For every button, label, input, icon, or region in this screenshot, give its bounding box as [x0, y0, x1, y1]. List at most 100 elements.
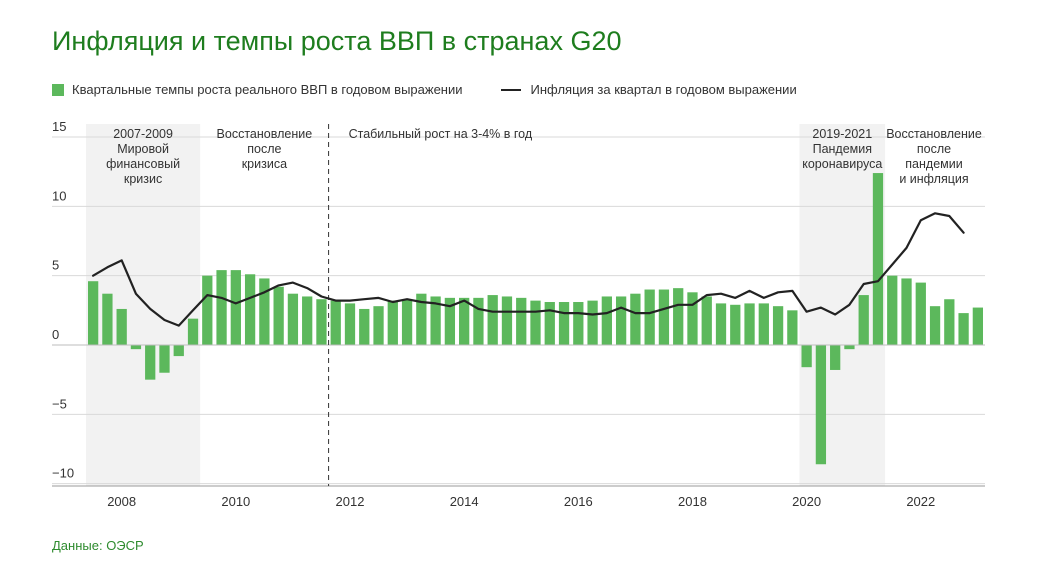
gdp-bar: [858, 295, 869, 345]
source-note: Данные: ОЭСР: [52, 538, 144, 553]
x-tick-label: 2010: [221, 494, 250, 509]
legend-inflation-label: Инфляция за квартал в годовом выражении: [530, 82, 797, 97]
gdp-bar: [430, 296, 441, 345]
gdp-bar: [102, 293, 113, 345]
gdp-bar: [744, 303, 755, 345]
y-tick-label: 15: [52, 119, 66, 134]
gdp-bar: [558, 302, 570, 345]
x-tick-label: 2014: [450, 494, 479, 509]
gdp-bar: [815, 345, 827, 465]
y-tick-label: −10: [52, 466, 74, 481]
gdp-bar: [330, 300, 341, 345]
gdp-bar: [316, 299, 327, 345]
x-tick-label: 2018: [678, 494, 707, 509]
gdp-bar: [530, 300, 541, 345]
x-tick-label: 2020: [792, 494, 821, 509]
annotation-recovery1: после: [247, 142, 281, 156]
gdp-bar: [801, 345, 812, 368]
gdp-bar: [273, 286, 284, 345]
legend-line-swatch: [500, 88, 521, 91]
gdp-bar: [230, 270, 241, 345]
gdp-bar: [872, 173, 884, 345]
gdp-bar: [758, 303, 769, 345]
gdp-bar: [972, 307, 984, 345]
gdp-bar: [673, 288, 684, 345]
gdp-bar: [287, 293, 299, 345]
gdp-bar: [915, 282, 926, 345]
gdp-bar: [615, 296, 627, 345]
gdp-bar: [401, 299, 413, 345]
gdp-bar: [944, 299, 955, 345]
gdp-bar: [730, 304, 741, 345]
y-axis-ticks: 15 10 5 0 −5 −10: [52, 119, 74, 481]
shaded-periods: [86, 124, 886, 486]
x-tick-label: 2012: [336, 494, 365, 509]
x-tick-label: 2016: [564, 494, 593, 509]
gdp-bar: [116, 308, 127, 345]
x-axis-ticks: 2008 2010 2012 2014 2016 2018 2020 2022: [107, 494, 935, 509]
annotation-pandemic: 2019-2021: [812, 127, 872, 141]
gdp-bar: [259, 278, 270, 345]
gdp-bar: [145, 345, 156, 380]
gdp-bar: [772, 306, 784, 345]
gdp-bar: [202, 275, 213, 345]
gdp-bar: [544, 302, 555, 345]
gdp-bar: [715, 303, 727, 345]
gdp-bar: [130, 345, 142, 350]
gdp-bar: [658, 289, 670, 345]
annotation-recovery1: Восстановление: [217, 127, 313, 141]
annotation-crisis: финансовый: [106, 157, 180, 171]
annotation-crisis: 2007-2009: [113, 127, 173, 141]
gdp-bar: [701, 296, 712, 345]
gdp-bar: [644, 289, 655, 345]
gdp-bar: [387, 300, 398, 345]
gdp-bars: [87, 173, 984, 465]
annotation-pandemic: коронавируса: [802, 157, 882, 171]
gdp-bar: [459, 297, 470, 345]
legend-bar-swatch: [52, 83, 64, 96]
gdp-bar: [416, 293, 427, 345]
annotation-recovery2: Восстановление: [886, 127, 982, 141]
gdp-bar: [573, 302, 584, 345]
gdp-bar: [187, 318, 199, 345]
annotation-pandemic: Пандемия: [813, 142, 872, 156]
annotation-recovery1: кризиса: [242, 157, 287, 171]
annotation-crisis: Мировой: [117, 142, 169, 156]
annotation-recovery2: пандемии: [905, 157, 962, 171]
gdp-bar: [958, 313, 969, 345]
gdp-bar: [929, 306, 941, 345]
chart-title: Инфляция и темпы роста ВВП в странах G20: [52, 26, 622, 56]
y-tick-label: 0: [52, 327, 59, 342]
annotation-stable: Стабильный рост на 3-4% в год: [349, 127, 533, 141]
y-tick-label: 10: [52, 188, 66, 203]
gdp-bar: [373, 306, 384, 345]
legend-item-inflation: Инфляция за квартал в годовом выражении: [500, 82, 797, 97]
gdp-bar: [344, 303, 356, 345]
y-tick-label: −5: [52, 396, 67, 411]
gdp-bar: [516, 297, 527, 345]
zero-line: [52, 124, 985, 487]
legend-gdp-label: Квартальные темпы роста реального ВВП в …: [72, 82, 463, 97]
gdp-bar: [830, 345, 841, 370]
gdp-bar: [887, 275, 898, 345]
gdp-bar: [359, 308, 370, 345]
gdp-bar: [216, 270, 227, 345]
x-tick-label: 2008: [107, 494, 136, 509]
x-tick-label: 2022: [906, 494, 935, 509]
gdp-bar: [87, 281, 99, 345]
gdp-bar: [302, 296, 313, 345]
shade-pandemic: [799, 124, 886, 486]
annotation-crisis: кризис: [124, 172, 162, 186]
y-tick-label: 5: [52, 258, 59, 273]
inflation-line: [91, 212, 965, 327]
gdp-bar: [501, 296, 513, 345]
gdp-bar: [901, 278, 912, 345]
gdp-bar: [473, 297, 484, 345]
annotation-recovery2: и инфляция: [899, 172, 968, 186]
gdp-bar: [173, 345, 184, 357]
gdp-bar: [787, 310, 798, 345]
gdp-bar: [630, 293, 641, 345]
gdp-bar: [601, 296, 612, 345]
